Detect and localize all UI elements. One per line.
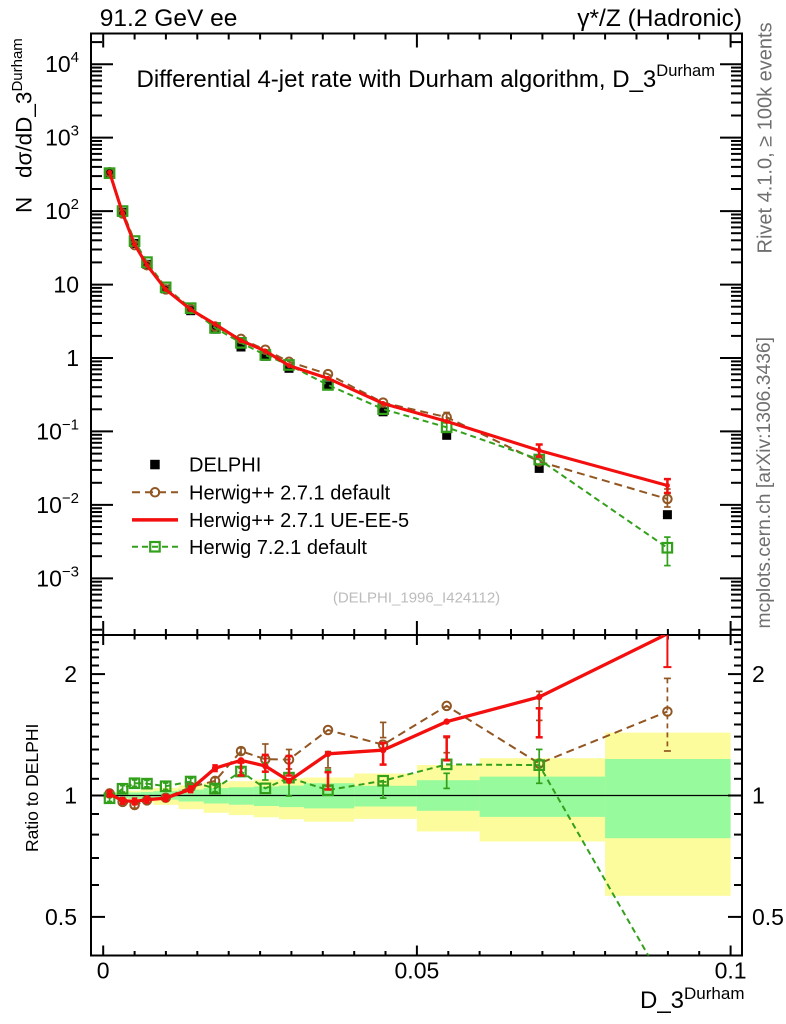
svg-text:0: 0	[97, 958, 110, 984]
svg-text:Ratio to DELPHI: Ratio to DELPHI	[22, 724, 42, 852]
svg-text:10: 10	[53, 272, 79, 298]
svg-text:Rivet 4.1.0, ≥ 100k events: Rivet 4.1.0, ≥ 100k events	[755, 22, 777, 253]
svg-text:N dσ/dD_3Durham: N dσ/dD_3Durham	[9, 38, 37, 213]
svg-text:mcplots.cern.ch [arXiv:1306.34: mcplots.cern.ch [arXiv:1306.3436]	[754, 337, 775, 629]
svg-text:10−1: 10−1	[36, 416, 79, 444]
svg-text:103: 103	[45, 123, 79, 151]
svg-text:D_3Durham: D_3Durham	[640, 984, 745, 1014]
svg-text:Herwig++ 2.7.1 UE-EE-5: Herwig++ 2.7.1 UE-EE-5	[189, 510, 409, 532]
svg-text:1: 1	[64, 783, 77, 809]
svg-text:Differential 4-jet rate with D: Differential 4-jet rate with Durham algo…	[137, 62, 715, 93]
svg-text:0.1: 0.1	[715, 958, 747, 984]
svg-text:0.5: 0.5	[752, 904, 784, 930]
svg-text:10−2: 10−2	[36, 490, 79, 518]
svg-text:10−3: 10−3	[36, 563, 79, 591]
svg-text:0.05: 0.05	[395, 958, 440, 984]
svg-text:1: 1	[752, 783, 765, 809]
svg-text:(DELPHI_1996_I424112): (DELPHI_1996_I424112)	[333, 590, 500, 607]
svg-text:2: 2	[64, 661, 77, 687]
svg-text:0.5: 0.5	[45, 904, 77, 930]
svg-text:DELPHI: DELPHI	[189, 455, 261, 477]
svg-text:2: 2	[752, 661, 765, 687]
svg-text:1: 1	[66, 345, 79, 371]
svg-text:102: 102	[45, 196, 79, 224]
svg-text:Herwig 7.2.1 default: Herwig 7.2.1 default	[189, 537, 367, 559]
svg-text:104: 104	[45, 49, 79, 77]
svg-text:91.2 GeV ee: 91.2 GeV ee	[100, 5, 238, 32]
svg-text:Herwig++ 2.7.1 default: Herwig++ 2.7.1 default	[189, 482, 391, 504]
svg-text:γ*/Z (Hadronic): γ*/Z (Hadronic)	[577, 5, 742, 32]
